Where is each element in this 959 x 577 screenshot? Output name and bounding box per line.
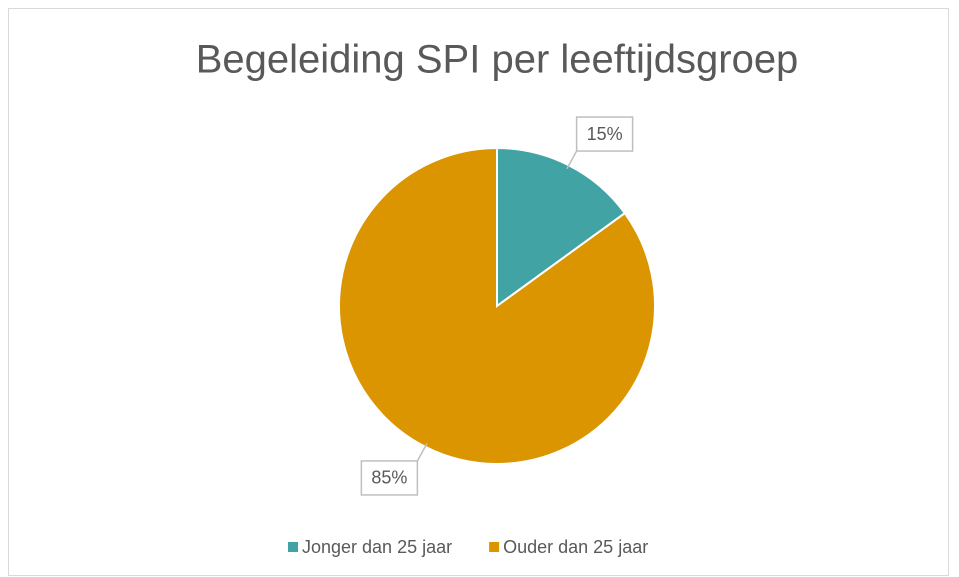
data-label: 85% (371, 468, 407, 488)
legend-swatch (489, 542, 500, 552)
data-label-box (360, 460, 419, 496)
legend-swatch (288, 542, 298, 552)
chart-title: Begeleiding SPI per leeftijdsgroep (196, 38, 799, 82)
data-label-box (575, 116, 634, 152)
leader-line (416, 442, 428, 462)
legend-label: Jonger dan 25 jaar (302, 537, 452, 557)
leader-line (566, 150, 578, 170)
legend-label: Ouder dan 25 jaar (503, 537, 648, 557)
data-label: 15% (587, 124, 623, 144)
